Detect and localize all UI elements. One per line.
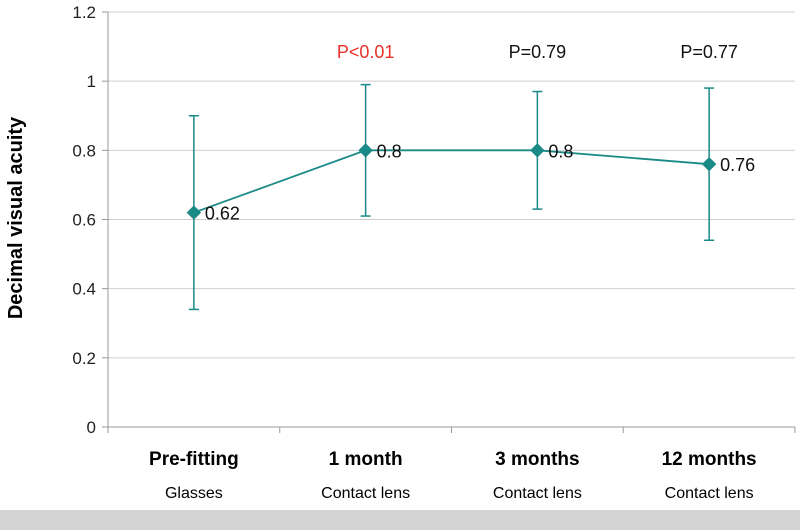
data-point-marker bbox=[186, 205, 202, 220]
x-subcategory-label: Contact lens bbox=[321, 485, 410, 502]
data-label: 0.76 bbox=[720, 155, 755, 175]
gridlines bbox=[108, 11, 795, 359]
data-markers bbox=[186, 143, 717, 220]
data-label: 0.8 bbox=[548, 141, 573, 161]
series-polyline bbox=[193, 149, 710, 214]
x-category-label: 1 month bbox=[329, 449, 403, 470]
x-category-label: 3 months bbox=[495, 449, 579, 470]
y-tick-label: 0.6 bbox=[72, 211, 96, 230]
y-tick-label: 0.2 bbox=[72, 349, 96, 368]
x-category-label: 12 months bbox=[662, 449, 757, 470]
data-point-marker bbox=[701, 156, 717, 172]
p-value-label: P=0.79 bbox=[509, 42, 567, 62]
y-tick-label: 0 bbox=[87, 418, 96, 437]
x-subcategory-label: Glasses bbox=[165, 485, 223, 502]
y-tick-label: 0.4 bbox=[72, 280, 96, 299]
data-point-marker bbox=[530, 143, 545, 158]
p-value-label: P=0.77 bbox=[680, 42, 738, 62]
p-value-label: P<0.01 bbox=[337, 42, 395, 62]
footer-band bbox=[0, 510, 800, 530]
y-tick-label: 0.8 bbox=[72, 141, 96, 160]
y-tick-label: 1.2 bbox=[72, 3, 96, 22]
data-label: 0.62 bbox=[205, 204, 240, 224]
y-tick-label: 1 bbox=[87, 72, 96, 91]
y-tick-labels: 0 0.2 0.4 0.6 0.8 1 1.2 bbox=[72, 3, 96, 437]
series-line bbox=[193, 149, 710, 214]
p-value-annotations: P<0.01 P=0.79 P=0.77 bbox=[337, 42, 738, 62]
x-category-label: Pre-fitting bbox=[149, 449, 239, 470]
data-labels: 0.62 0.8 0.8 0.76 bbox=[205, 141, 755, 223]
data-point-marker bbox=[358, 143, 373, 158]
error-bars bbox=[188, 83, 715, 311]
x-subcategory-label: Contact lens bbox=[665, 485, 754, 502]
y-axis-label: Decimal visual acuity bbox=[5, 116, 27, 319]
data-label: 0.8 bbox=[377, 141, 402, 161]
x-subcategory-label: Contact lens bbox=[493, 485, 582, 502]
x-category-labels: Pre-fitting Glasses 1 month Contact lens 3 m… bbox=[149, 449, 757, 502]
axes bbox=[102, 11, 796, 433]
